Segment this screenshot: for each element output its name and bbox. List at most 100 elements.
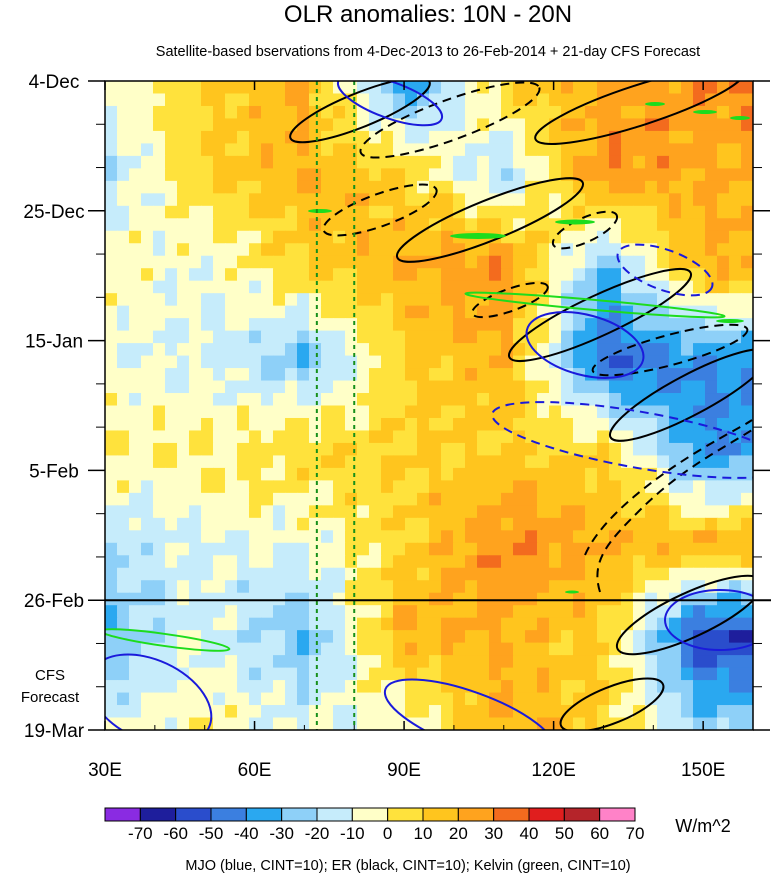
anomaly-cell (669, 393, 682, 407)
anomaly-cell (393, 180, 406, 194)
anomaly-cell (729, 605, 742, 619)
anomaly-cell (513, 393, 526, 407)
anomaly-cell (621, 505, 634, 519)
anomaly-cell (297, 130, 310, 144)
anomaly-cell (345, 368, 358, 382)
anomaly-cell (441, 180, 454, 194)
anomaly-cell (561, 205, 574, 219)
anomaly-cell (369, 480, 382, 494)
anomaly-cell (249, 605, 262, 619)
anomaly-cell (333, 680, 346, 694)
anomaly-cell (585, 280, 598, 294)
anomaly-cell (285, 168, 298, 182)
anomaly-cell (201, 118, 214, 132)
anomaly-cell (213, 155, 226, 169)
anomaly-cell (633, 455, 646, 469)
anomaly-cell (645, 355, 658, 369)
anomaly-cell (501, 530, 514, 544)
anomaly-cell (621, 642, 634, 656)
anomaly-cell (381, 655, 394, 669)
anomaly-cell (681, 355, 694, 369)
anomaly-cell (693, 243, 706, 257)
anomaly-cell (573, 605, 586, 619)
anomaly-cell (189, 155, 202, 169)
anomaly-cell (621, 542, 634, 556)
anomaly-cell (585, 130, 598, 144)
anomaly-cell (657, 717, 670, 730)
anomaly-cell (693, 530, 706, 544)
anomaly-cell (297, 343, 310, 357)
anomaly-cell (405, 542, 418, 556)
anomaly-cell (537, 417, 550, 432)
anomaly-cell (213, 617, 226, 631)
anomaly-cell (117, 393, 130, 407)
anomaly-cell (393, 680, 406, 694)
anomaly-cell (717, 143, 730, 157)
anomaly-cell (645, 81, 658, 95)
er-contour (289, 81, 431, 144)
anomaly-cell (249, 305, 262, 319)
anomaly-cell (141, 580, 154, 594)
anomaly-cell (141, 617, 154, 631)
anomaly-cell (189, 81, 202, 95)
anomaly-cell (381, 567, 394, 581)
colorbar-swatch (599, 807, 636, 822)
anomaly-cell (705, 218, 718, 232)
forecast-label-line2: Forecast (21, 689, 80, 706)
anomaly-cell (309, 368, 322, 382)
anomaly-cell (573, 205, 586, 219)
anomaly-cell (573, 530, 586, 544)
anomaly-cell (717, 505, 730, 519)
anomaly-cell (333, 517, 346, 531)
anomaly-cell (201, 480, 214, 494)
anomaly-cell (249, 393, 262, 407)
anomaly-cell (237, 692, 250, 706)
anomaly-cell (189, 405, 202, 419)
anomaly-cell (225, 368, 238, 382)
anomaly-cell (645, 567, 658, 581)
anomaly-cell (393, 605, 406, 619)
anomaly-cell (681, 430, 694, 444)
anomaly-cell (141, 368, 154, 382)
anomaly-cell (729, 243, 742, 257)
anomaly-cell (369, 655, 382, 669)
anomaly-cell (561, 255, 574, 269)
anomaly-cell (537, 330, 550, 344)
anomaly-cell (189, 343, 202, 357)
anomaly-cell (273, 692, 286, 706)
anomaly-cell (165, 318, 178, 332)
anomaly-cell (741, 105, 753, 120)
anomaly-cell (345, 255, 358, 269)
anomaly-cell (549, 517, 562, 531)
anomaly-cell (705, 143, 718, 157)
anomaly-cell (669, 168, 682, 182)
anomaly-cell (717, 655, 730, 669)
anomaly-cell (657, 343, 670, 357)
anomaly-cell (285, 393, 298, 407)
anomaly-cell (717, 530, 730, 544)
anomaly-cell (621, 93, 634, 107)
anomaly-cell (381, 393, 394, 407)
anomaly-cell (321, 430, 334, 444)
anomaly-cell (105, 567, 118, 581)
anomaly-cell (129, 330, 142, 344)
anomaly-cell (345, 555, 358, 569)
anomaly-cell (465, 393, 478, 407)
anomaly-cell (345, 455, 358, 469)
anomaly-cell (237, 155, 250, 169)
anomaly-cell (537, 705, 550, 719)
anomaly-cell (129, 692, 142, 706)
anomaly-cell (597, 155, 610, 169)
anomaly-cell (225, 255, 238, 269)
anomaly-cell (621, 692, 634, 706)
anomaly-cell (309, 318, 322, 332)
anomaly-cell (333, 480, 346, 494)
anomaly-cell (513, 455, 526, 469)
anomaly-cell (669, 343, 682, 357)
anomaly-cell (501, 655, 514, 669)
anomaly-cell (489, 330, 502, 344)
anomaly-cell (261, 243, 274, 257)
anomaly-cell (177, 81, 190, 95)
anomaly-cell (357, 717, 370, 730)
anomaly-cell (201, 168, 214, 182)
